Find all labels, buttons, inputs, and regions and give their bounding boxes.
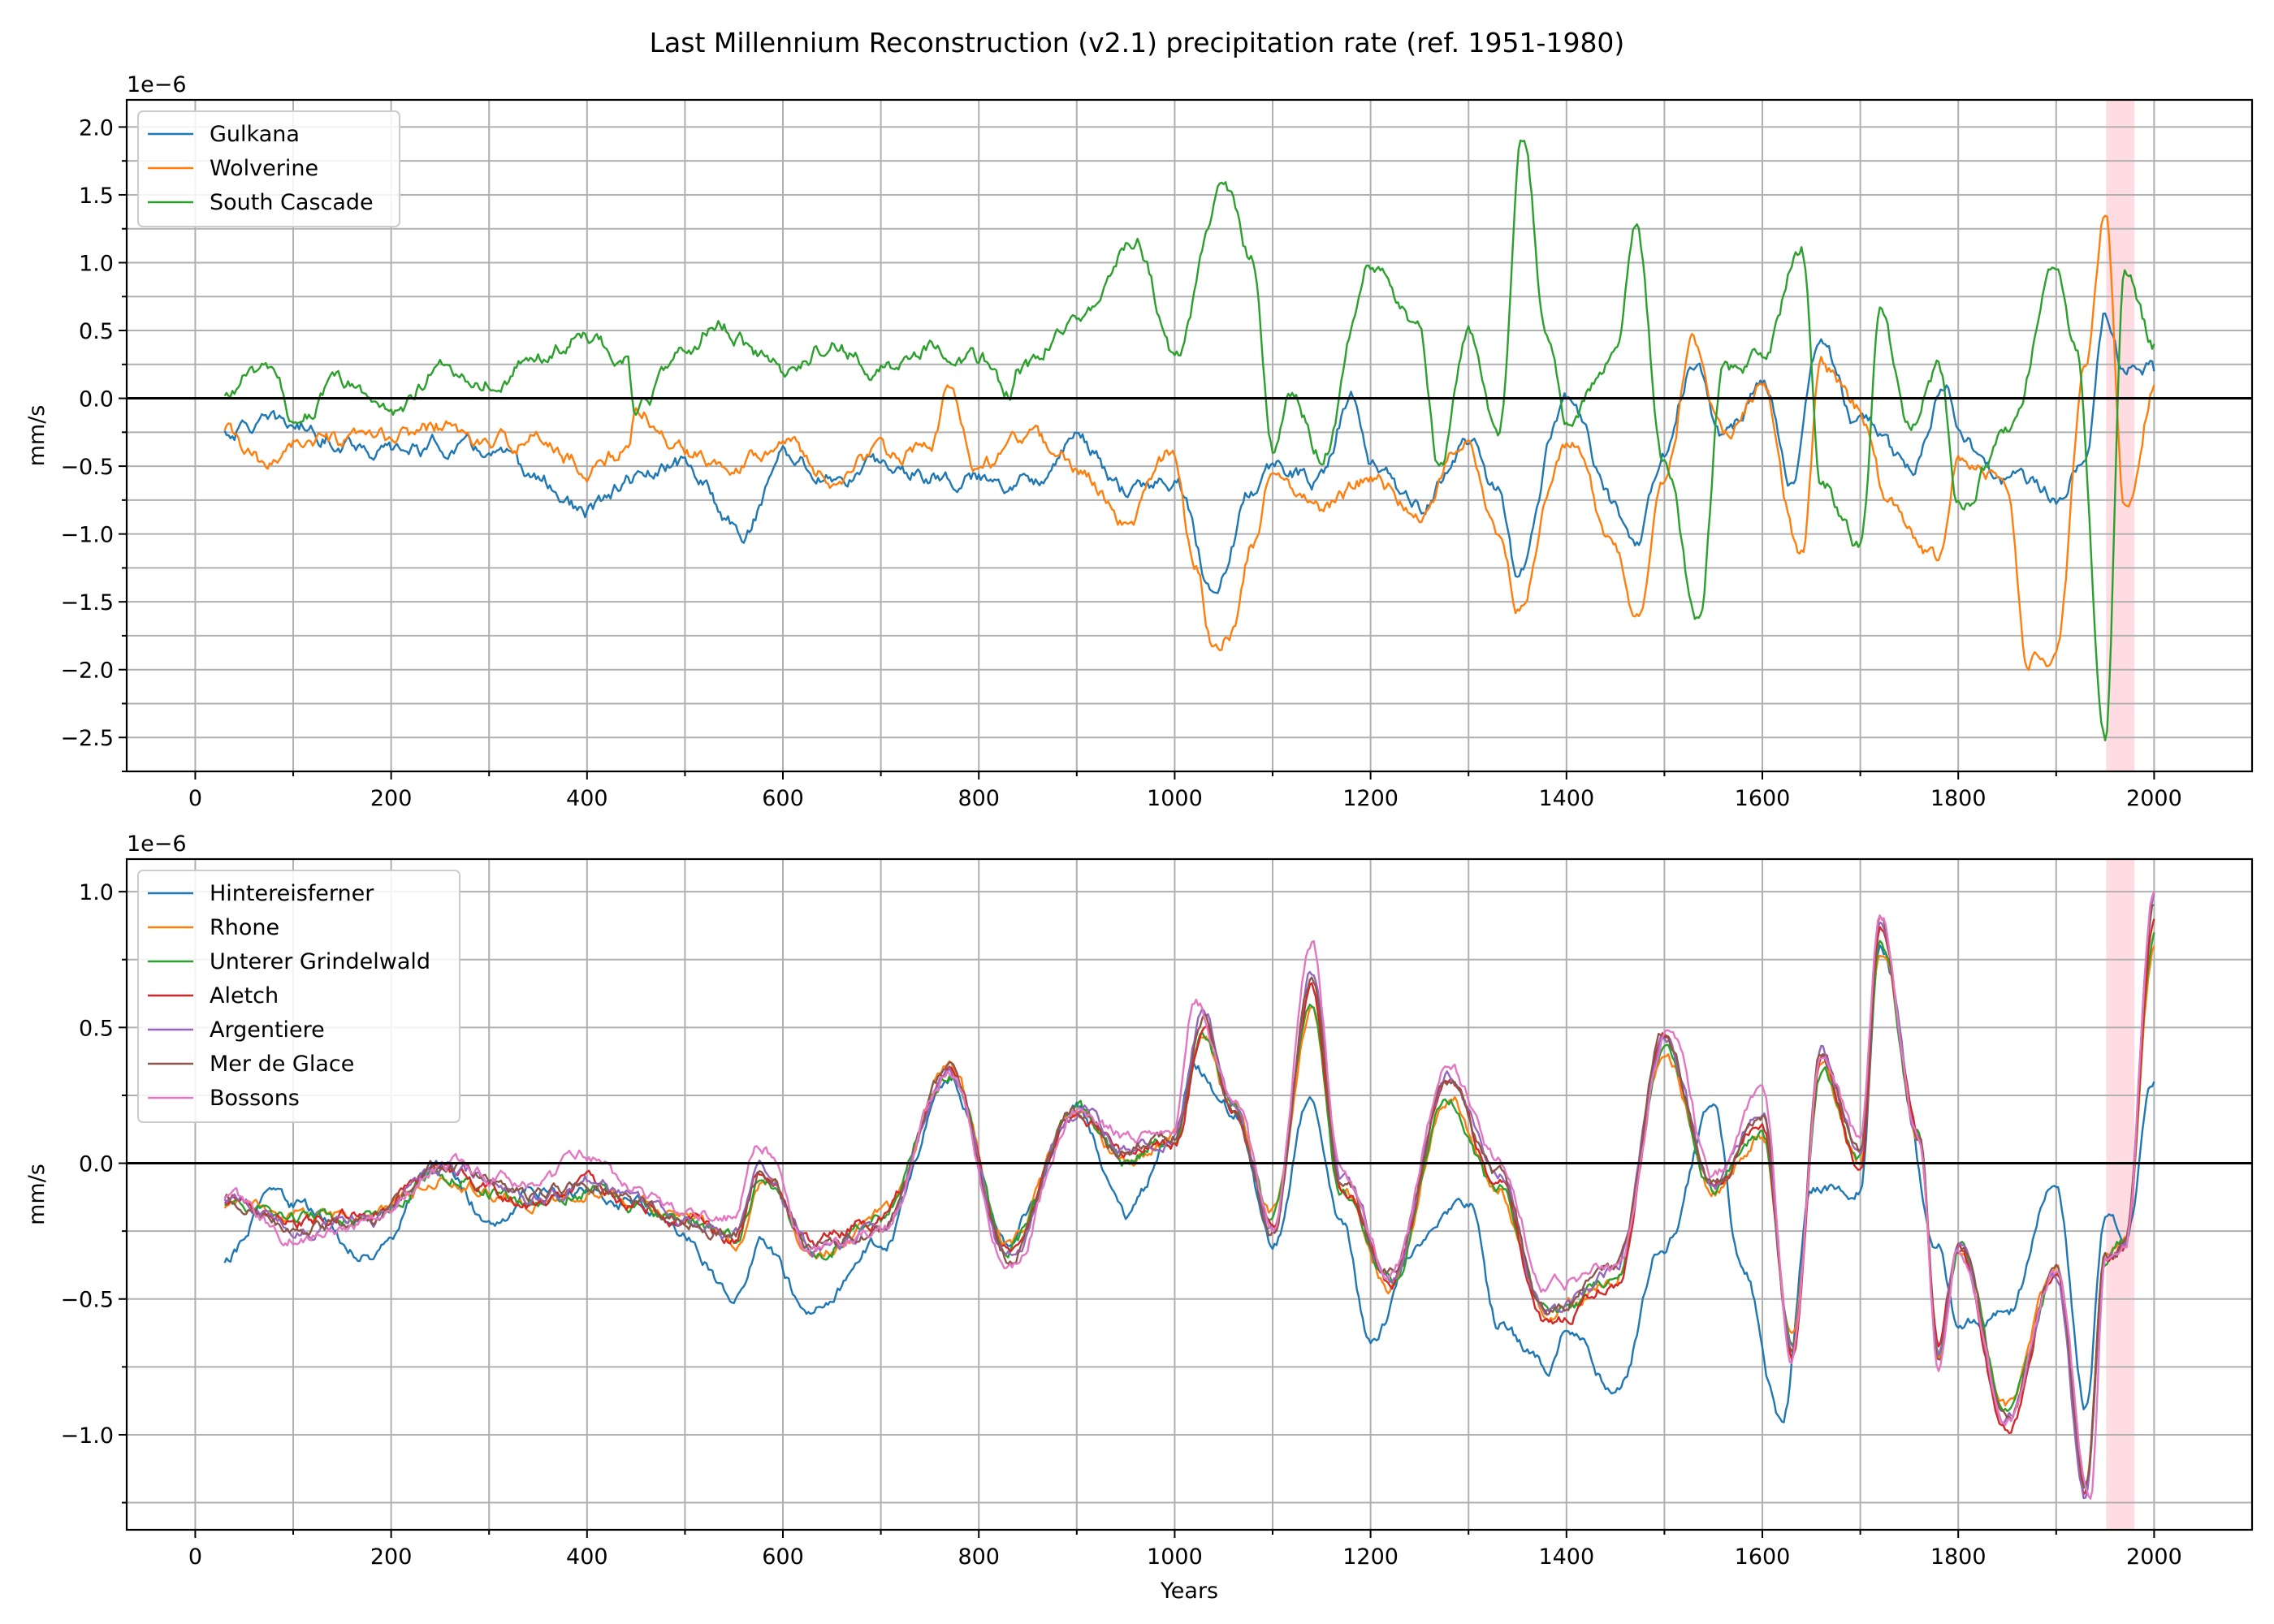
legend-label: Argentiere bbox=[210, 1017, 325, 1043]
x-tick-label: 800 bbox=[958, 1544, 1000, 1570]
x-tick-label: 800 bbox=[958, 786, 1000, 811]
x-tick-label: 1000 bbox=[1147, 786, 1203, 811]
figure-title: Last Millennium Reconstruction (v2.1) pr… bbox=[650, 27, 1625, 58]
x-tick-label: 2000 bbox=[2126, 786, 2182, 811]
x-tick-label: 1400 bbox=[1538, 1544, 1594, 1570]
x-tick-label: 1800 bbox=[1930, 786, 1987, 811]
x-tick-label: 1600 bbox=[1735, 1544, 1791, 1570]
legend-label: Gulkana bbox=[210, 122, 300, 147]
legend: Gulkana Wolverine South Cascade bbox=[137, 110, 400, 227]
axes-frame bbox=[125, 857, 2254, 1531]
y-axis-label: mm/s bbox=[24, 1164, 50, 1225]
legend-label: Bossons bbox=[210, 1086, 300, 1111]
top-chart-panel: 0 200 400 600 800 1000 1200 1400 1600 1800 2000 −2.… bbox=[24, 72, 2254, 811]
x-tick-label: 0 bbox=[188, 786, 202, 811]
legend-label: Unterer Grindelwald bbox=[210, 949, 430, 974]
legend-label: Wolverine bbox=[210, 156, 318, 181]
reference-period-band bbox=[2106, 859, 2135, 1530]
axis-scale-label: 1e−6 bbox=[127, 72, 187, 97]
x-tick-label: 2000 bbox=[2126, 1544, 2182, 1570]
bottom-chart-panel: 0 200 400 600 800 1000 1200 1400 1600 1800 2000 −1.… bbox=[24, 831, 2254, 1604]
legend-label: Rhone bbox=[210, 915, 279, 940]
x-tick-label: 1200 bbox=[1342, 786, 1399, 811]
legend: Hintereisferner Rhone Unterer Grindelwald A… bbox=[137, 870, 460, 1123]
x-tick-label: 400 bbox=[566, 1544, 608, 1570]
x-tick-label: 1400 bbox=[1538, 786, 1594, 811]
y-tick-label: −2.5 bbox=[60, 726, 114, 751]
y-axis-label: mm/s bbox=[24, 405, 50, 467]
series-line bbox=[223, 891, 2155, 1500]
y-tick-label: −1.0 bbox=[60, 523, 114, 548]
legend-label: Mer de Glace bbox=[210, 1052, 354, 1077]
y-tick-label: 0.0 bbox=[79, 1152, 114, 1177]
legend-label: Hintereisferner bbox=[210, 881, 374, 906]
x-tick-label: 600 bbox=[762, 1544, 804, 1570]
x-tick-label: 600 bbox=[762, 786, 804, 811]
y-tick-label: −1.5 bbox=[60, 590, 114, 615]
series-line bbox=[223, 904, 2155, 1487]
x-tick-label: 1200 bbox=[1342, 1544, 1399, 1570]
x-tick-label: 1800 bbox=[1930, 1544, 1987, 1570]
y-tick-label: 2.0 bbox=[79, 115, 114, 140]
y-tick-label: 1.0 bbox=[79, 880, 114, 905]
y-tick-label: −2.0 bbox=[60, 659, 114, 684]
legend-label: Aletch bbox=[210, 983, 279, 1009]
series-line bbox=[223, 139, 2155, 741]
x-tick-label: 400 bbox=[566, 786, 608, 811]
y-tick-label: 0.5 bbox=[79, 319, 114, 344]
y-tick-label: −0.5 bbox=[60, 1288, 114, 1313]
x-tick-label: 200 bbox=[370, 1544, 413, 1570]
series-line bbox=[223, 214, 2155, 672]
axis-scale-label: 1e−6 bbox=[127, 831, 187, 857]
y-tick-label: −1.0 bbox=[60, 1423, 114, 1449]
legend-box bbox=[137, 870, 460, 1123]
y-tick-label: 1.5 bbox=[79, 184, 114, 209]
y-tick-label: 0.5 bbox=[79, 1016, 114, 1041]
x-axis-label: Years bbox=[1160, 1579, 1218, 1604]
legend-box bbox=[137, 110, 400, 227]
x-tick-label: 1600 bbox=[1735, 786, 1791, 811]
x-tick-label: 200 bbox=[370, 786, 413, 811]
x-tick-label: 1000 bbox=[1147, 1544, 1203, 1570]
series-line bbox=[223, 312, 2155, 594]
x-tick-label: 0 bbox=[188, 1544, 202, 1570]
y-tick-label: 0.0 bbox=[79, 387, 114, 412]
axes-frame bbox=[125, 98, 2254, 773]
y-tick-label: 1.0 bbox=[79, 251, 114, 276]
legend-label: South Cascade bbox=[210, 190, 374, 215]
y-tick-label: −0.5 bbox=[60, 455, 114, 480]
